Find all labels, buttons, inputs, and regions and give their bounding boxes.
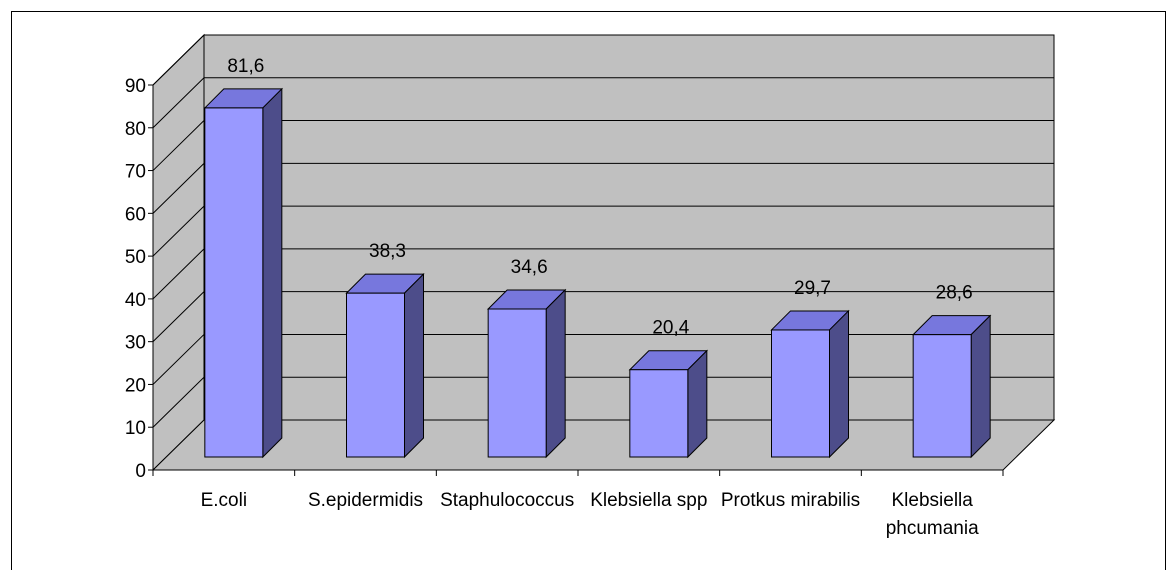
x-tick-label: Klebsiella spp [590, 490, 707, 511]
bar [203, 87, 284, 459]
y-tick-label: 10 [125, 418, 146, 439]
bar-side [970, 314, 991, 459]
y-tick-label: 50 [125, 247, 146, 268]
x-tick-label: S.epidermidis [308, 490, 423, 511]
data-label: 38,3 [369, 241, 406, 262]
labels: 0 10 20 30 40 50 60 70 80 90 E.coli S.epidermidis St… [125, 56, 979, 539]
bar-front [346, 292, 405, 458]
side-wall [152, 33, 205, 472]
bar-front [771, 329, 830, 458]
data-label: 29,7 [794, 278, 831, 299]
data-label: 28,6 [936, 283, 973, 304]
bar-front [204, 107, 264, 458]
x-tick-label: Klebsiella phcumania [886, 490, 979, 539]
data-label: 20,4 [652, 318, 689, 339]
y-tick-label: 20 [125, 375, 146, 396]
bar-side [687, 349, 708, 459]
x-tick-label: Protkus mirabilis [721, 490, 860, 511]
bar-side [545, 288, 566, 459]
data-label: 34,6 [511, 257, 548, 278]
y-tick-label: 90 [125, 76, 146, 97]
bar-front [629, 369, 689, 458]
y-tick-label: 80 [125, 119, 146, 140]
x-tick-label: E.coli [201, 490, 247, 511]
bar [345, 272, 425, 459]
data-label: 81,6 [227, 56, 264, 77]
bar-side [829, 309, 849, 459]
bar-front [912, 334, 972, 458]
axes [148, 84, 1004, 476]
x-tick-label: Staphulococcus [440, 490, 574, 511]
gridline [152, 205, 1054, 257]
y-tick-label: 0 [135, 461, 146, 482]
gridlines [152, 34, 1054, 428]
bars [203, 87, 992, 459]
gridline [152, 77, 1054, 129]
bar [628, 349, 709, 459]
bar-side [262, 87, 283, 459]
y-tick-label: 60 [125, 204, 146, 225]
gridline [152, 376, 1054, 428]
y-tick-label: 40 [125, 290, 146, 311]
gridline [152, 162, 1054, 214]
gridline [152, 333, 1054, 385]
gridline [152, 34, 1054, 86]
gridline [152, 248, 1054, 300]
bar [486, 288, 567, 459]
gridline [152, 120, 1054, 171]
bar [770, 309, 850, 459]
bar-front [487, 308, 547, 458]
bar-side [404, 272, 424, 459]
y-tick-label: 30 [125, 333, 146, 354]
y-tick-label: 70 [125, 162, 146, 183]
gridline [152, 291, 1054, 343]
bar [911, 314, 992, 459]
